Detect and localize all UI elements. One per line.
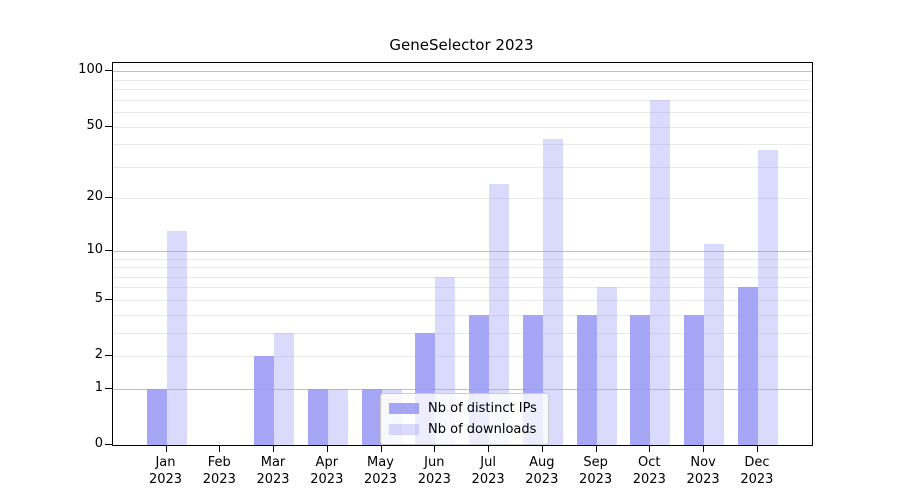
- xtick-label-may: May 2023: [363, 455, 398, 487]
- gridline-minor-8: [113, 267, 812, 268]
- bar-ips-mar: [254, 356, 274, 445]
- bar-ips-dec: [737, 287, 758, 445]
- ytick-mark-1: [105, 387, 112, 389]
- xtick-mark-aug: [541, 446, 543, 452]
- gridline-minor-20: [113, 198, 812, 200]
- legend-swatch-downloads: [389, 424, 419, 435]
- xtick-label-sep: Sep 2023: [579, 455, 613, 487]
- xtick-mark-feb: [219, 446, 221, 452]
- bar-downloads-apr: [327, 388, 348, 445]
- ytick-mark-0: [105, 444, 112, 445]
- ytick-label-10: 10: [86, 241, 103, 257]
- ytick-label-5: 5: [94, 290, 103, 306]
- gridline-minor-5: [113, 299, 812, 301]
- bar-downloads-dec: [757, 150, 778, 445]
- ytick-mark-100: [105, 70, 112, 72]
- ytick-mark-10: [105, 249, 112, 251]
- plot-area: Nb of distinct IPs Nb of downloads: [112, 62, 813, 446]
- legend: Nb of distinct IPs Nb of downloads: [380, 393, 549, 445]
- gridline-minor-7: [113, 276, 812, 278]
- ytick-mark-2: [105, 355, 112, 356]
- gridline-minor-70: [113, 99, 812, 101]
- xtick-label-nov: Nov 2023: [686, 455, 720, 487]
- xtick-label-dec: Dec 2023: [740, 455, 774, 487]
- gridline-minor-80: [113, 89, 812, 90]
- xtick-mark-may: [380, 446, 382, 452]
- bar-downloads-jul: [489, 184, 510, 445]
- xtick-label-feb: Feb 2023: [202, 455, 236, 487]
- legend-item-downloads: Nb of downloads: [389, 422, 537, 437]
- xtick-label-jul: Jul 2023: [471, 455, 505, 487]
- xtick-label-aug: Aug 2023: [525, 455, 559, 487]
- bar-ips-nov: [684, 314, 705, 445]
- gridline-minor-50: [113, 126, 812, 128]
- bar-ips-oct: [630, 314, 651, 445]
- gridline-minor-9: [113, 258, 812, 260]
- gridline-minor-4: [113, 314, 812, 316]
- gridline-minor-90: [113, 79, 812, 81]
- xtick-mark-jun: [434, 446, 436, 452]
- xtick-mark-mar: [273, 446, 274, 452]
- legend-label-distinct-ips: Nb of distinct IPs: [428, 401, 537, 416]
- gridline-minor-40: [113, 144, 812, 146]
- bar-ips-may: [361, 388, 382, 445]
- xtick-label-mar: Mar 2023: [256, 455, 290, 487]
- xtick-mark-apr: [326, 446, 328, 452]
- ytick-label-1: 1: [94, 379, 103, 395]
- legend-item-distinct-ips: Nb of distinct IPs: [389, 401, 537, 416]
- ytick-mark-5: [105, 298, 112, 300]
- gridline-major-10: [113, 250, 812, 252]
- xtick-mark-sep: [595, 446, 597, 452]
- xtick-label-oct: Oct 2023: [632, 455, 666, 487]
- legend-label-downloads: Nb of downloads: [428, 422, 537, 437]
- ytick-mark-50: [105, 125, 112, 127]
- gridline-minor-2: [113, 356, 812, 357]
- gridline-minor-6: [113, 287, 812, 289]
- gridline-major-1: [113, 388, 812, 390]
- gridline-minor-60: [113, 112, 812, 113]
- bar-downloads-aug: [542, 138, 563, 445]
- xtick-mark-jan: [165, 446, 167, 452]
- ytick-label-2: 2: [94, 347, 103, 362]
- xtick-mark-oct: [649, 446, 651, 452]
- bars-layer: [113, 63, 812, 445]
- gridline-minor-30: [113, 166, 812, 168]
- xtick-label-jan: Jan 2023: [148, 455, 183, 487]
- bar-ips-jan: [146, 388, 167, 445]
- xtick-mark-jul: [488, 446, 490, 452]
- ytick-label-20: 20: [86, 189, 103, 205]
- ytick-mark-20: [105, 197, 112, 199]
- bar-downloads-jan: [166, 231, 187, 445]
- legend-swatch-distinct-ips: [389, 403, 419, 414]
- bar-ips-apr: [307, 388, 328, 445]
- ytick-label-50: 50: [86, 117, 103, 133]
- bar-ips-sep: [576, 314, 597, 445]
- xtick-mark-dec: [756, 446, 758, 452]
- bar-downloads-nov: [704, 243, 725, 445]
- gridline-major-100: [113, 71, 812, 73]
- xtick-mark-nov: [703, 446, 705, 452]
- xtick-label-jun: Jun 2023: [417, 455, 451, 487]
- ytick-label-0: 0: [94, 436, 103, 451]
- xtick-label-apr: Apr 2023: [310, 455, 344, 487]
- ytick-label-100: 100: [78, 62, 103, 78]
- bar-downloads-oct: [650, 99, 671, 445]
- gridline-minor-3: [113, 332, 812, 334]
- bar-downloads-mar: [274, 332, 294, 445]
- bar-downloads-sep: [596, 287, 617, 445]
- grid-layer: [113, 63, 812, 445]
- chart-title: GeneSelector 2023: [389, 36, 534, 54]
